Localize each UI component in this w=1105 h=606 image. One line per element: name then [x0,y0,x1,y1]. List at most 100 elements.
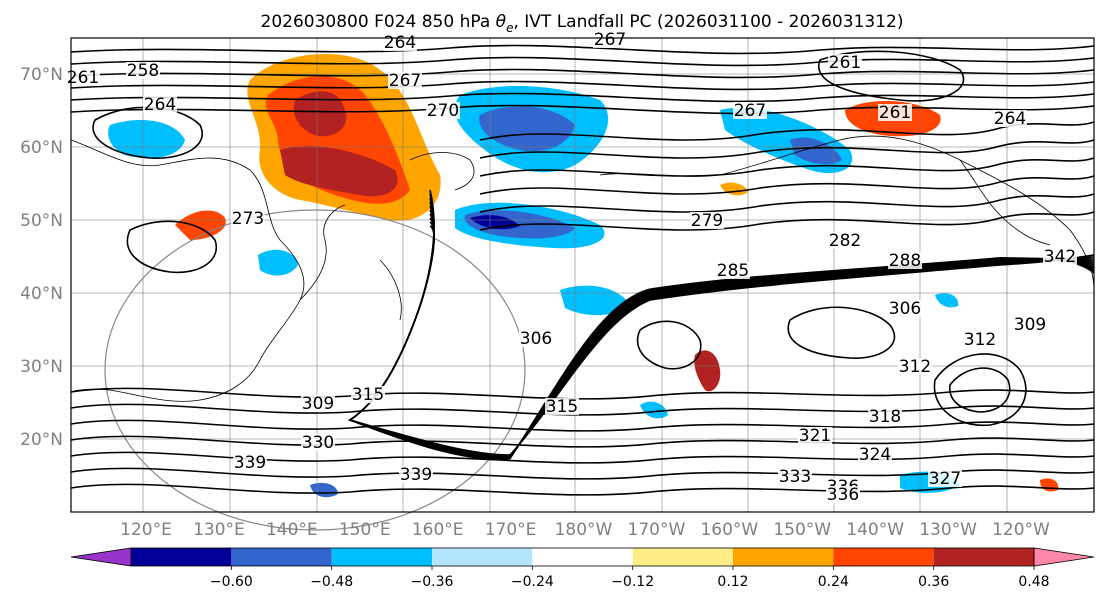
contour-label: 267 [734,101,766,121]
contour-label: 261 [879,103,911,123]
lon-label: 160°W [700,520,758,540]
colorbar-frame [130,547,1035,567]
contour-label-bg [888,252,922,269]
lon-label: 150°E [339,520,391,540]
coastlines [70,135,1095,402]
lon-label: 140°W [846,520,904,540]
colorbar-tick-label: −0.48 [310,574,353,590]
contour-label-bg [993,110,1027,127]
contour-label: 279 [691,211,723,231]
contour-label-bg [399,466,433,483]
contour-label-bg [928,470,962,487]
contour-label-bg [828,54,862,71]
pc-negative-region [258,249,298,276]
colorbar-extend-min [70,547,132,567]
contour-label-bg [828,232,862,249]
contour-line [479,139,1095,159]
lon-label: 150°W [773,520,831,540]
contour-label: 285 [717,261,749,281]
pc-negative-region [640,401,668,419]
contour-label: 267 [389,71,421,91]
contour-line [70,56,1095,67]
colorbar-segment [131,548,232,566]
contour-label-bg [858,446,892,463]
contour-label: 264 [994,109,1026,129]
contour-label-bg [545,398,579,415]
contour-line [70,483,1095,496]
lon-label: 170°W [628,520,686,540]
contour-label: 315 [352,385,384,405]
contour-label: 312 [964,330,996,350]
lon-label: 160°E [412,520,464,540]
coastline [409,152,475,191]
lon-label: 140°E [266,520,318,540]
contour-line [479,121,1095,141]
contour-label: 327 [929,469,961,489]
contour-label-bg [143,96,177,113]
contour-label-bg [1043,248,1077,265]
contour-label: 336 [827,485,859,505]
colorbar-tick-label: −0.24 [511,574,554,590]
contour-label-bg [888,300,922,317]
contour-line [70,104,1095,115]
contour-label-bg [1013,316,1047,333]
contour-label-bg [233,454,267,471]
map-frame [70,37,1095,513]
theta-e-contours [70,44,1095,496]
pc-negative-region [790,137,842,165]
contour-label: 261 [829,53,861,73]
contour-line [70,44,1095,55]
contour-label: 309 [1014,315,1046,335]
figure-title: 2026030800 F024 850 hPa θe, IVT Landfall… [261,12,904,35]
contour-label-bg [231,210,265,227]
contour-label-bg [301,434,335,451]
pc-positive-region [694,350,721,392]
colorbar-segment [733,548,834,566]
contour-label: 315 [546,397,578,417]
contour-line [70,68,1095,79]
contour-label-bg [963,331,997,348]
coastline [379,259,402,321]
contour-line [636,320,702,370]
contour-label: 267 [594,30,626,50]
region-outline [104,209,526,531]
colorbar-segment [432,548,533,566]
contour-line [70,435,1095,448]
contour-label: 309 [302,394,334,414]
contour-label: 273 [232,209,264,229]
contour-line [479,211,1095,231]
contour-label-bg [351,386,385,403]
contour-label: 258 [127,61,159,81]
contour-label-bg [826,486,860,503]
contour-label: 261 [67,68,99,88]
contour-label-bg [426,102,460,119]
colorbar-tick-label: −0.12 [611,574,654,590]
pc-positive-region [175,210,226,240]
contour-label: 264 [144,95,176,115]
contour-line [479,175,1095,195]
colorbar-tick-label: −0.36 [411,574,454,590]
contour-labels: 264 267 258 261 261 267 270 267 261 264 264 273 279 2… [66,30,1077,505]
contour-line [70,403,1095,416]
colorbar-tick-label: 0.48 [1018,574,1049,590]
coastline [959,159,1051,246]
coastline [299,204,346,301]
contour-line [348,225,1095,460]
contour-label: 288 [889,251,921,271]
colorbar-tick-label: 0.24 [818,574,849,590]
contour-label: 324 [859,445,891,465]
contour-label: 306 [889,299,921,319]
colorbar-segment [933,548,1034,566]
contour-line [479,157,1095,177]
contour-line [933,353,1027,427]
contour-label-bg [690,212,724,229]
contour-label: 333 [779,467,811,487]
contour-label: 339 [400,465,432,485]
lat-label: 30°N [20,357,63,377]
contour-label: 270 [427,101,459,121]
lat-label: 20°N [20,430,63,450]
colorbar-extend-max [1033,547,1095,567]
lon-label: 130°E [193,520,245,540]
colorbar-tick-label: 0.36 [918,574,949,590]
